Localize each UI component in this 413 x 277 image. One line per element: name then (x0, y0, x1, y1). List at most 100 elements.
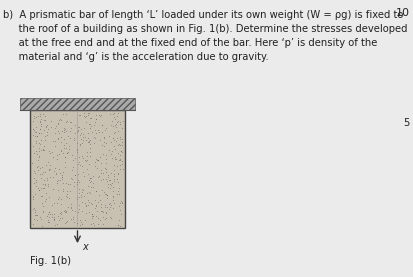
Point (84, 198, 91, 203)
Point (69, 208, 75, 212)
Point (103, 126, 109, 130)
Point (110, 179, 117, 183)
Point (102, 210, 109, 214)
Point (57, 140, 64, 144)
Point (59, 151, 66, 155)
Point (87, 176, 94, 180)
Point (54, 214, 61, 219)
Point (36, 127, 43, 132)
Point (44, 184, 51, 188)
Point (69, 177, 75, 181)
Point (74, 130, 80, 134)
Point (87, 201, 94, 205)
Point (37, 215, 43, 220)
Point (67, 119, 74, 124)
Point (95, 200, 101, 204)
Point (34, 217, 40, 222)
Point (93, 188, 100, 193)
Point (54, 121, 61, 126)
Point (57, 216, 64, 220)
Point (43, 191, 49, 195)
Point (86, 138, 93, 143)
Point (79, 155, 85, 160)
Point (81, 126, 88, 130)
Point (109, 136, 116, 140)
Point (32, 134, 38, 138)
Point (30, 197, 36, 202)
Point (44, 212, 51, 216)
Point (55, 196, 62, 201)
Point (102, 211, 109, 215)
Point (89, 215, 95, 220)
Point (92, 120, 98, 124)
Point (116, 136, 123, 141)
Point (85, 178, 92, 182)
Point (55, 195, 62, 199)
Point (87, 179, 94, 183)
Point (42, 181, 48, 186)
Point (85, 136, 91, 140)
Point (55, 136, 61, 141)
Point (39, 224, 45, 228)
Point (60, 146, 67, 151)
Point (38, 185, 44, 190)
Point (55, 218, 62, 222)
Point (84, 153, 90, 158)
Point (87, 176, 93, 181)
Point (30, 217, 37, 221)
Point (48, 124, 55, 129)
Point (39, 181, 46, 186)
Point (88, 116, 94, 120)
Point (86, 142, 93, 146)
Point (39, 148, 46, 152)
Point (70, 157, 76, 162)
Point (41, 148, 47, 152)
Point (45, 220, 52, 224)
Point (103, 193, 110, 197)
Point (66, 189, 73, 193)
Point (101, 139, 107, 144)
Point (113, 120, 120, 125)
Point (78, 200, 85, 204)
Point (106, 205, 113, 210)
Point (46, 168, 52, 173)
Point (115, 158, 122, 163)
Point (41, 170, 48, 174)
Point (51, 166, 58, 171)
Point (83, 120, 90, 124)
Point (95, 127, 101, 132)
Point (111, 117, 118, 121)
Point (71, 173, 78, 177)
Point (45, 149, 52, 154)
Point (99, 209, 105, 213)
Point (97, 161, 104, 165)
Point (96, 198, 103, 202)
Point (109, 136, 116, 141)
Point (37, 166, 43, 170)
Point (59, 216, 65, 220)
Point (76, 155, 82, 159)
Point (83, 114, 89, 118)
Point (34, 186, 41, 191)
Point (82, 137, 89, 142)
Point (53, 222, 60, 227)
Point (75, 124, 82, 129)
Point (110, 168, 117, 172)
Point (86, 125, 93, 130)
Point (51, 223, 58, 227)
Point (52, 171, 59, 176)
Point (116, 163, 123, 167)
Point (80, 110, 87, 115)
Point (54, 179, 60, 183)
Point (107, 139, 114, 144)
Point (33, 138, 40, 143)
Point (116, 143, 123, 147)
Point (118, 150, 125, 154)
Point (38, 194, 45, 199)
Point (78, 209, 85, 213)
Point (116, 201, 123, 205)
Point (104, 173, 111, 177)
Point (65, 196, 72, 200)
Point (113, 138, 119, 143)
Point (102, 166, 108, 171)
